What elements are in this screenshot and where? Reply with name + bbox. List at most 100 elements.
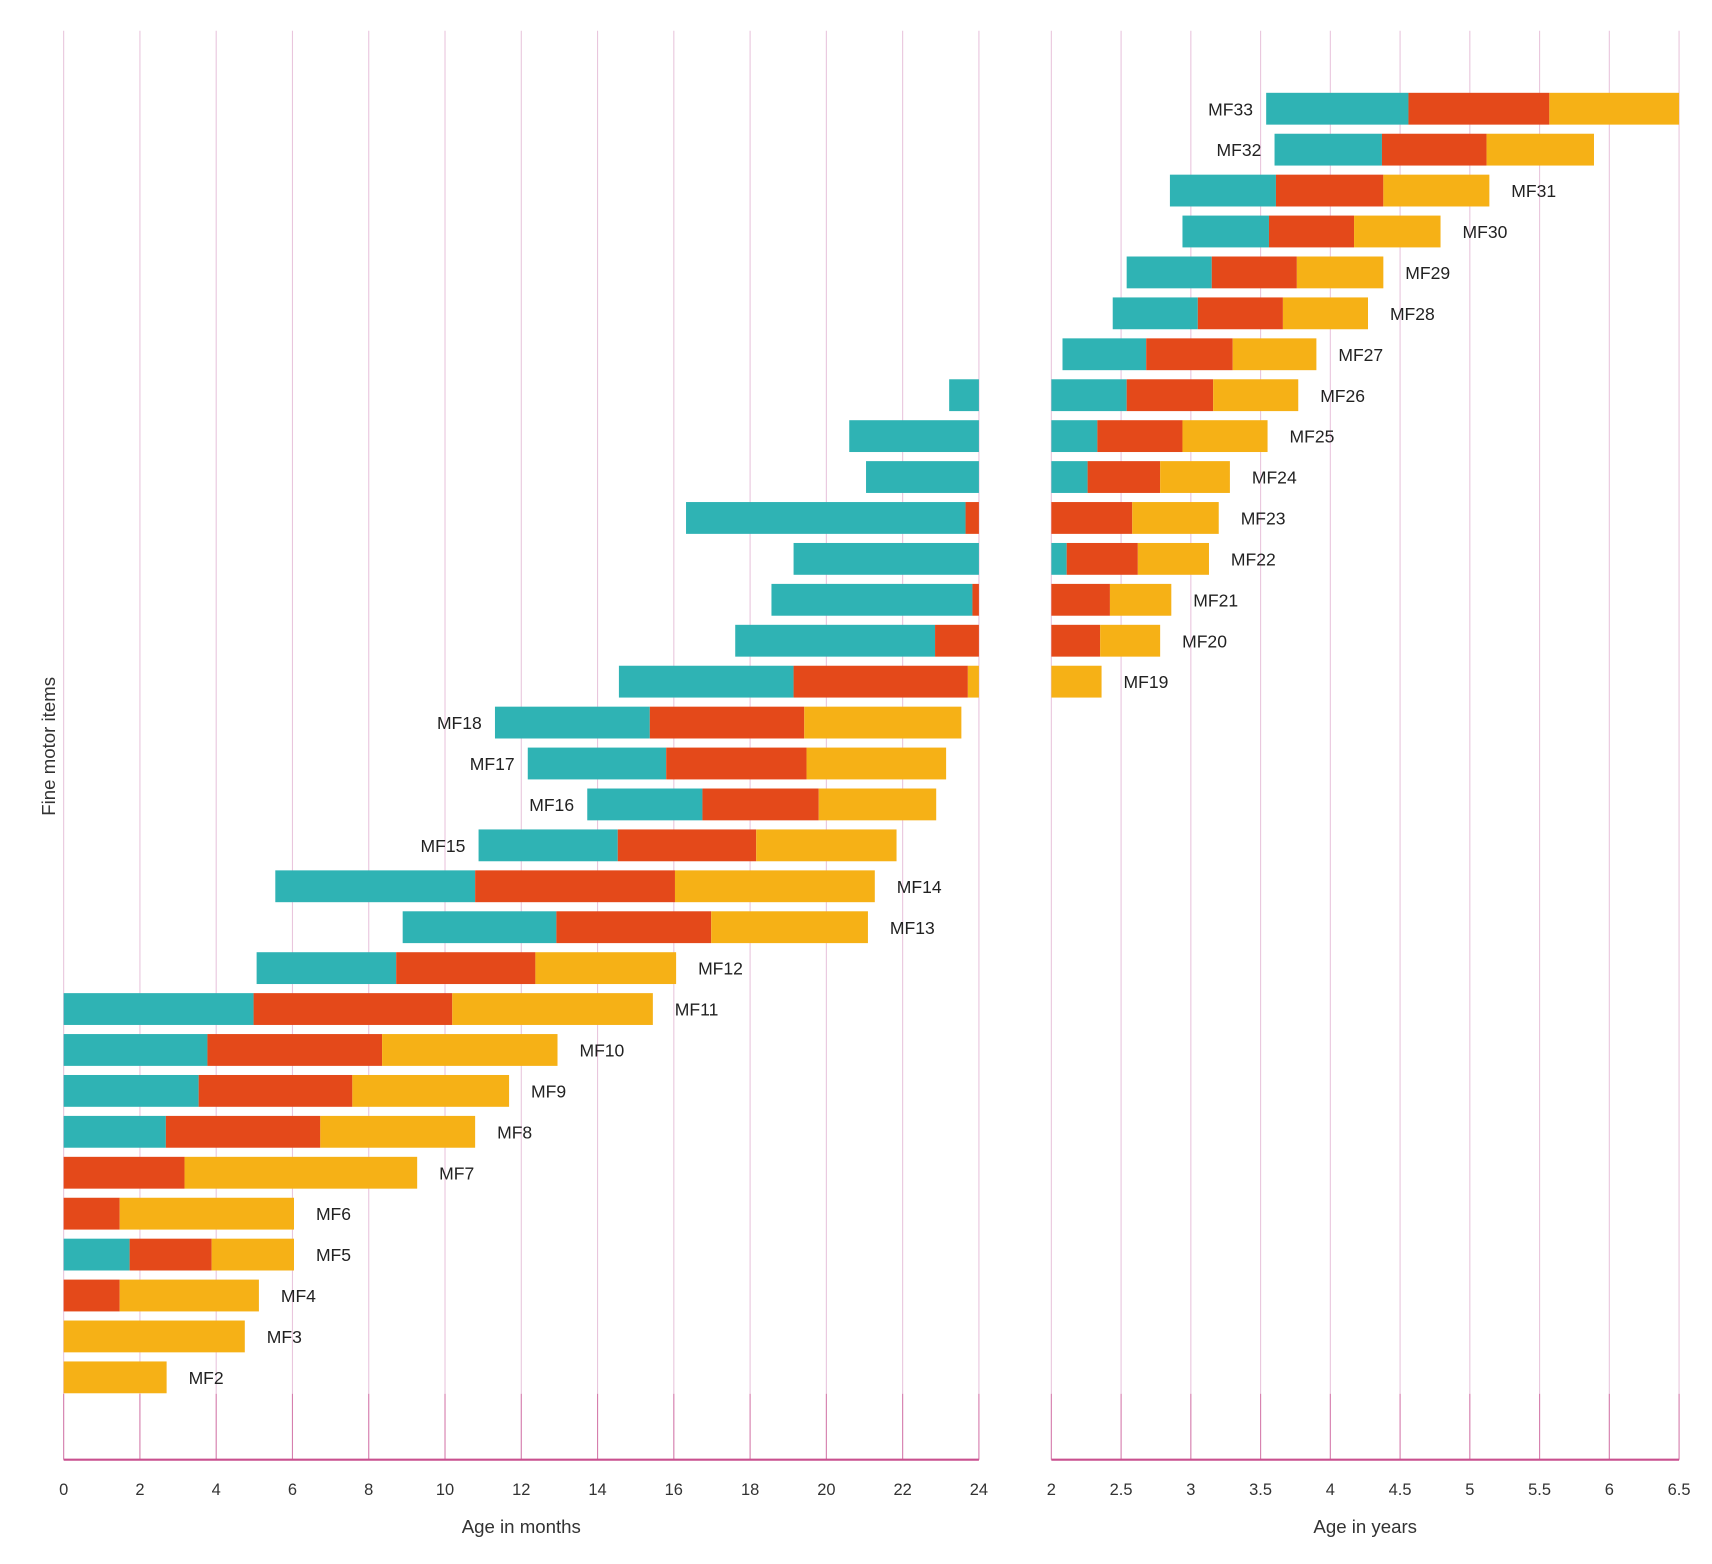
bar-mf17-months-phase2 <box>666 747 807 780</box>
bar-mf30-years-phase1 <box>1182 215 1269 248</box>
bar-mf19-months-phase2 <box>793 665 968 698</box>
item-label: MF29 <box>1405 263 1450 283</box>
bars <box>63 92 1680 1394</box>
x-tick-label: 4 <box>1326 1481 1335 1499</box>
bar-mf9-months-phase1 <box>63 1074 199 1107</box>
bar-mf11-months-phase2 <box>253 993 453 1025</box>
bar-mf28-years-phase3 <box>1282 297 1369 330</box>
bar-mf13-months-phase3 <box>711 911 868 944</box>
bar-mf14-months-phase3 <box>674 870 875 903</box>
item-label: MF10 <box>579 1041 624 1061</box>
x-tick-label: 3 <box>1186 1481 1195 1499</box>
bar-mf5-months-phase3 <box>211 1238 294 1271</box>
bar-mf15-months-phase1 <box>478 829 618 862</box>
bar-mf30-years-phase3 <box>1354 215 1441 248</box>
bar-mf15-months-phase2 <box>617 829 757 862</box>
bar-mf18-months-phase3 <box>804 706 962 739</box>
bar-mf6-months-phase2 <box>63 1197 120 1230</box>
bar-mf21-years-phase2 <box>1051 583 1110 616</box>
x-tick-label: 8 <box>364 1481 373 1499</box>
bar-mf16-months-phase3 <box>818 788 937 821</box>
bar-mf22-years-phase1 <box>1051 542 1067 575</box>
item-label: MF2 <box>189 1368 224 1388</box>
bar-mf2-months-phase3 <box>63 1361 167 1394</box>
x-tick-label: 0 <box>59 1481 68 1499</box>
x-tick-label: 3.5 <box>1249 1481 1272 1499</box>
bar-mf8-months-phase3 <box>320 1115 476 1148</box>
bar-mf18-months-phase1 <box>494 706 650 739</box>
axes: 0 2 4 6 8 10 12 14 16 18 20 22 24 2 2.5 3 3.5 4 4.5 5 5.5 6 6.… <box>59 1458 1691 1499</box>
bar-mf32-years-phase3 <box>1486 133 1594 166</box>
x-tick-label: 24 <box>970 1481 988 1499</box>
bar-mf11-months-phase1 <box>63 993 254 1025</box>
bar-mf28-years-phase1 <box>1112 297 1198 330</box>
bar-mf8-months-phase2 <box>165 1115 321 1148</box>
bar-mf27-years-phase3 <box>1232 338 1317 371</box>
bar-mf23-months-phase1 <box>686 502 966 534</box>
gridlines <box>63 30 1680 1460</box>
bar-mf4-months-phase3 <box>119 1279 259 1312</box>
bar-mf22-years-phase2 <box>1066 542 1138 575</box>
bar-mf19-months-phase1 <box>618 665 794 698</box>
item-label: MF23 <box>1241 509 1286 529</box>
bar-mf27-years-phase2 <box>1146 338 1233 371</box>
bar-mf20-months-phase1 <box>735 624 936 657</box>
item-label: MF16 <box>529 795 574 815</box>
bar-mf25-years-phase2 <box>1097 420 1183 453</box>
x-tick-label: 18 <box>741 1481 759 1499</box>
item-label: MF14 <box>897 877 942 897</box>
item-label: MF6 <box>316 1204 351 1224</box>
bar-mf29-years-phase3 <box>1296 256 1384 289</box>
item-label: MF9 <box>531 1081 566 1101</box>
item-label: MF31 <box>1511 181 1556 201</box>
bar-mf22-months-phase1 <box>793 542 979 575</box>
bar-mf12-months-phase3 <box>535 952 677 985</box>
bar-mf12-months-phase1 <box>256 952 397 985</box>
item-labels: MF2 MF3 MF4 MF5 MF6 MF7 MF8 MF9 MF10 MF11 MF12 MF13… <box>189 99 1557 1388</box>
item-label: MF27 <box>1338 345 1383 365</box>
item-label: MF8 <box>497 1122 532 1142</box>
x-tick-label: 12 <box>512 1481 530 1499</box>
bar-mf11-months-phase3 <box>452 993 653 1025</box>
bar-mf27-years-phase1 <box>1062 338 1147 371</box>
bar-mf7-months-phase3 <box>184 1156 418 1189</box>
x-tick-label: 6 <box>1605 1481 1614 1499</box>
x-tick-label: 4 <box>212 1481 221 1499</box>
bar-mf25-months-phase1 <box>849 420 979 453</box>
bar-mf10-months-phase2 <box>207 1034 383 1066</box>
bar-mf10-months-phase1 <box>63 1034 208 1066</box>
bar-mf13-months-phase2 <box>556 911 712 944</box>
item-label: MF25 <box>1290 427 1335 447</box>
item-label: MF22 <box>1231 549 1276 569</box>
x-axis-title-months: Age in months <box>462 1516 581 1537</box>
bar-mf6-months-phase3 <box>119 1197 294 1230</box>
bar-mf26-years-phase2 <box>1126 379 1214 412</box>
bar-mf33-years-phase1 <box>1266 92 1409 125</box>
x-tick-label: 6 <box>288 1481 297 1499</box>
bar-mf33-years-phase3 <box>1549 92 1680 125</box>
bar-mf31-years-phase2 <box>1275 174 1384 207</box>
bar-mf24-years-phase3 <box>1160 461 1230 493</box>
bar-mf12-months-phase2 <box>396 952 536 985</box>
bar-mf4-months-phase2 <box>63 1279 120 1312</box>
bar-mf25-years-phase3 <box>1182 420 1268 453</box>
bar-mf14-months-phase2 <box>475 870 675 903</box>
bar-mf9-months-phase3 <box>352 1074 510 1107</box>
bar-mf21-months-phase2 <box>972 583 979 616</box>
x-tick-label: 10 <box>436 1481 454 1499</box>
bar-mf15-months-phase3 <box>756 829 897 862</box>
x-tick-label: 2 <box>1047 1481 1056 1499</box>
x-tick-label: 2.5 <box>1110 1481 1133 1499</box>
bar-mf31-years-phase3 <box>1383 174 1490 207</box>
bar-mf17-months-phase3 <box>806 747 947 780</box>
bar-mf29-years-phase1 <box>1126 256 1212 289</box>
item-label: MF33 <box>1208 99 1253 119</box>
bar-mf20-years-phase3 <box>1100 624 1161 657</box>
bar-mf19-years-phase3 <box>1051 665 1102 698</box>
item-label: MF4 <box>281 1286 316 1306</box>
bar-mf33-years-phase2 <box>1408 92 1550 125</box>
bar-mf19-months-phase3 <box>967 665 979 698</box>
bar-mf22-years-phase3 <box>1137 542 1209 575</box>
bar-mf14-months-phase1 <box>275 870 476 903</box>
